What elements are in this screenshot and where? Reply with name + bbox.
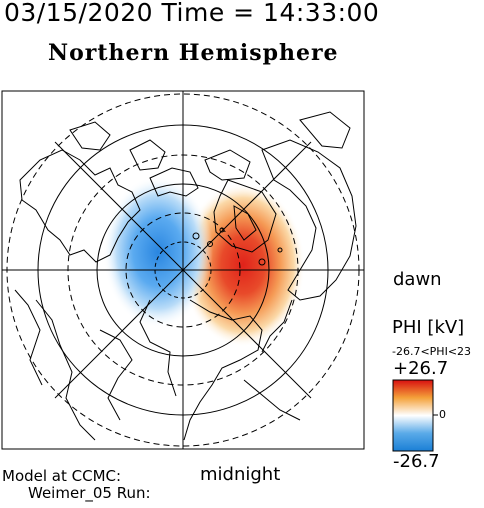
colorbar-max-label: +26.7 (393, 358, 449, 379)
timestamp-header: 03/15/2020 Time = 14:33:00 (4, 0, 380, 27)
colorbar (392, 379, 434, 452)
colorbar-title: PHI [kV] (392, 317, 465, 338)
dawn-label: dawn (393, 269, 442, 290)
hemisphere-title: Northern Hemisphere (48, 40, 339, 66)
run-label: Weimer_05 Run: (28, 484, 151, 502)
colorbar-zero-label: 0 (439, 408, 446, 421)
positive-potential-cell (181, 183, 305, 347)
negative-potential-cell (103, 176, 213, 328)
coastlines (14, 111, 357, 441)
midnight-label: midnight (200, 464, 281, 485)
colorbar-range: -26.7<PHI<23 (392, 346, 472, 357)
colorbar-min-label: -26.7 (393, 451, 440, 472)
meridian-diag-2 (54, 141, 312, 399)
model-label: Model at CCMC: (2, 467, 122, 485)
